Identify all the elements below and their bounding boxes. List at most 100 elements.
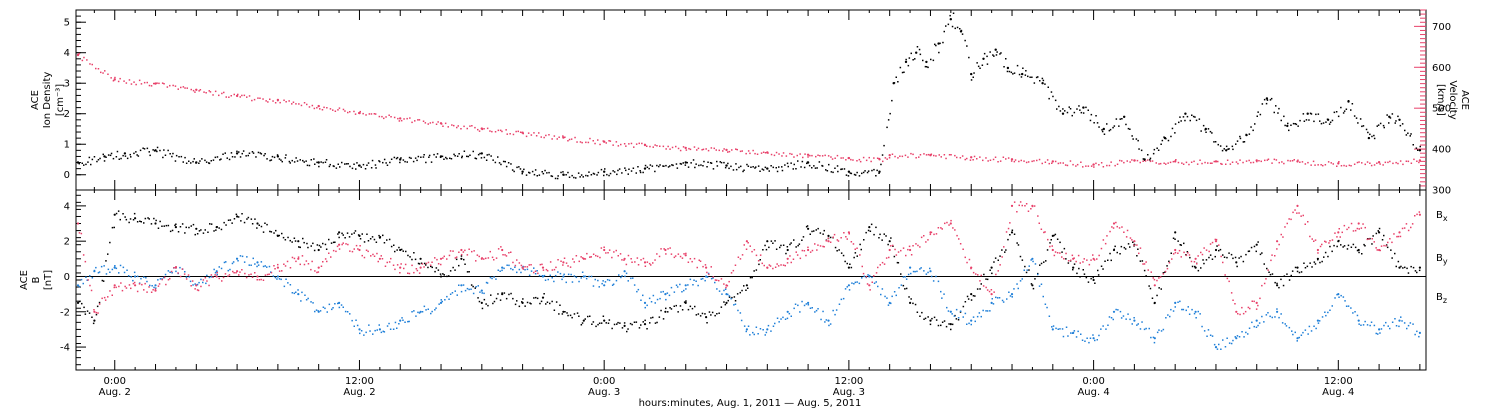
- bx-point: [529, 302, 531, 304]
- density-point: [285, 154, 287, 156]
- bz-point: [988, 290, 991, 293]
- velocity-sample: [1418, 159, 1422, 162]
- bz-point: [941, 228, 943, 230]
- density-point: [97, 159, 100, 161]
- density-point: [87, 161, 89, 163]
- velocity-point: [370, 113, 373, 115]
- bx-point: [209, 223, 211, 225]
- bz-point: [1001, 256, 1003, 258]
- density-point: [853, 173, 856, 176]
- velocity-point: [1364, 163, 1366, 166]
- density-point: [204, 159, 206, 162]
- bz-point: [1259, 297, 1261, 300]
- velocity-point: [1102, 166, 1105, 168]
- bz-sample: [1378, 248, 1381, 252]
- bx-point: [980, 283, 982, 285]
- bz-point: [545, 268, 548, 271]
- density-point: [895, 76, 897, 78]
- bz-point: [104, 299, 107, 301]
- density-sample: [1123, 115, 1126, 119]
- density-point: [1277, 112, 1279, 114]
- density-point: [382, 161, 384, 164]
- density-point: [216, 156, 219, 158]
- bz-point: [163, 276, 166, 279]
- velocity-point: [558, 136, 560, 138]
- density-point: [554, 177, 557, 180]
- bx-point: [102, 280, 105, 282]
- bz-point: [328, 252, 330, 254]
- bx-point: [836, 250, 838, 252]
- density-point: [1191, 114, 1193, 116]
- bx-point: [677, 311, 679, 313]
- bz-point: [232, 270, 234, 273]
- legend-symbol: B: [1436, 292, 1443, 303]
- velocity-point: [1082, 166, 1084, 168]
- bx-point: [86, 310, 89, 312]
- by-point: [714, 281, 716, 284]
- velocity-point: [579, 141, 582, 143]
- bottom-plot-frame: [75, 189, 1427, 371]
- density-point: [880, 163, 882, 166]
- bz-point: [502, 254, 504, 256]
- bx-point: [1261, 252, 1263, 254]
- bx-point: [514, 303, 517, 306]
- bx-point: [1186, 251, 1189, 253]
- bz-point: [1376, 249, 1378, 251]
- velocity-point: [1023, 160, 1025, 162]
- velocity-point: [1031, 160, 1033, 163]
- density-point: [680, 163, 683, 165]
- bz-point: [1356, 227, 1359, 230]
- bz-point: [1267, 269, 1269, 271]
- by-point: [438, 303, 440, 305]
- density-point: [720, 161, 723, 164]
- bz-point: [537, 272, 539, 275]
- velocity-point: [1382, 164, 1384, 166]
- velocity-point: [344, 110, 346, 112]
- bx-point: [706, 322, 708, 324]
- bx-point: [662, 318, 665, 320]
- bx-sample: [603, 319, 606, 322]
- by-point: [491, 277, 493, 280]
- bz-point: [270, 271, 273, 274]
- by-point: [941, 297, 943, 299]
- density-point: [993, 55, 995, 57]
- density-point: [1108, 129, 1111, 132]
- density-point: [337, 163, 339, 165]
- bx-point: [251, 223, 254, 225]
- bz-point: [777, 265, 780, 267]
- bx-point: [842, 254, 845, 257]
- bz-sample: [1072, 257, 1075, 260]
- by-point: [188, 276, 191, 278]
- bz-point: [179, 275, 182, 278]
- bx-point: [147, 217, 149, 219]
- density-sample: [1184, 112, 1187, 115]
- bz-point: [1253, 300, 1255, 303]
- velocity-point: [311, 104, 314, 107]
- by-point: [533, 267, 535, 269]
- velocity-point: [731, 149, 733, 151]
- bx-point: [1109, 252, 1111, 255]
- velocity-point: [1119, 159, 1121, 162]
- bz-point: [1397, 235, 1400, 238]
- bx-point: [1120, 245, 1123, 248]
- bz-point: [917, 244, 919, 247]
- bx-sample: [684, 301, 687, 304]
- density-point: [219, 159, 221, 161]
- velocity-point: [912, 153, 914, 156]
- density-point: [891, 99, 893, 102]
- by-point: [272, 275, 275, 277]
- bz-point: [730, 272, 733, 274]
- velocity-point: [1266, 159, 1269, 161]
- density-point: [146, 147, 149, 150]
- by-point: [1350, 307, 1352, 309]
- bz-point: [1334, 232, 1336, 234]
- bz-point: [90, 289, 93, 292]
- bz-point: [833, 233, 836, 236]
- velocity-point: [689, 148, 692, 151]
- bz-point: [384, 265, 387, 267]
- by-point: [1356, 314, 1359, 317]
- bx-point: [84, 313, 87, 315]
- bx-point: [1257, 241, 1259, 243]
- by-point: [822, 310, 824, 313]
- by-point: [378, 324, 380, 326]
